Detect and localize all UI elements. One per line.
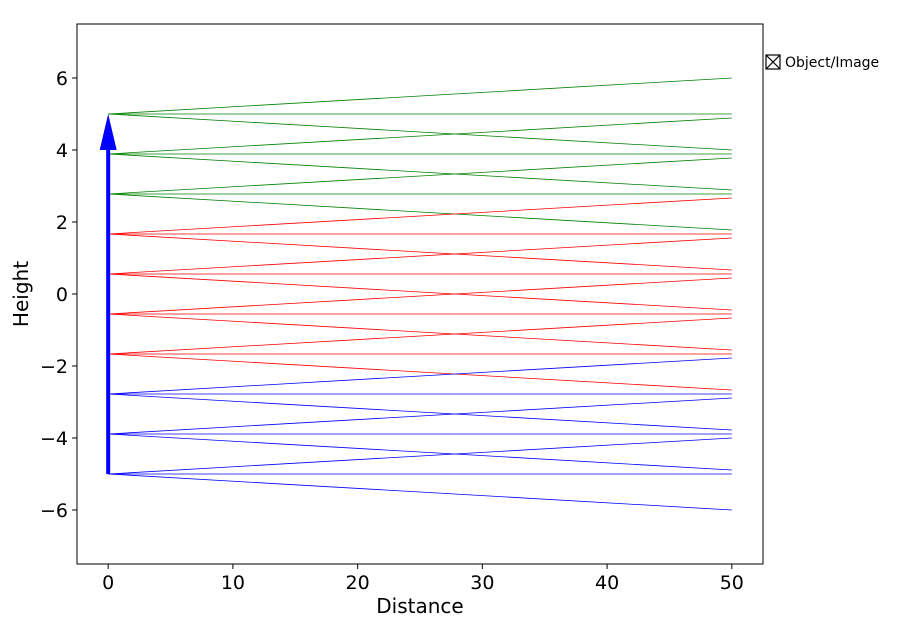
x-axis-label: Distance xyxy=(376,594,463,618)
ray-line xyxy=(108,273,732,311)
y-axis-ticks: −6 −4 −2 0 2 4 6 xyxy=(40,68,77,522)
ray-line xyxy=(108,193,732,231)
y-tick-label: −6 xyxy=(40,500,68,522)
x-tick-label: 20 xyxy=(346,572,370,594)
legend: Object/Image xyxy=(765,54,879,71)
ray-line xyxy=(108,233,732,271)
x-tick-label: 50 xyxy=(720,572,744,594)
ray-line xyxy=(108,473,732,511)
ray-line xyxy=(108,357,732,395)
rays-group xyxy=(108,77,732,511)
ray-line xyxy=(108,433,732,471)
ray-line xyxy=(108,313,732,351)
y-tick-label: 6 xyxy=(56,68,68,90)
ray-line xyxy=(108,353,732,391)
y-tick-label: 0 xyxy=(56,284,68,306)
ray-line xyxy=(108,317,732,355)
x-tick-label: 10 xyxy=(221,572,245,594)
ray-line xyxy=(108,153,732,191)
x-tick-label: 30 xyxy=(470,572,494,594)
x-tick-label: 0 xyxy=(102,572,114,594)
ray-line xyxy=(108,397,732,435)
ray-line xyxy=(108,437,732,475)
ray-line xyxy=(108,277,732,315)
ray-line xyxy=(108,117,732,155)
ray-line xyxy=(108,113,732,151)
ray-line xyxy=(108,77,732,115)
ray-line xyxy=(108,237,732,275)
x-tick-label: 40 xyxy=(595,572,619,594)
y-tick-label: −2 xyxy=(40,356,68,378)
y-tick-label: 4 xyxy=(56,140,68,162)
y-axis-label: Height xyxy=(9,261,33,327)
ray-line xyxy=(108,197,732,235)
x-axis-ticks: 0 10 20 30 40 50 xyxy=(102,564,744,594)
object-arrow-head xyxy=(99,114,117,150)
plot-area xyxy=(76,23,764,565)
y-tick-label: −4 xyxy=(40,428,68,450)
ray-line xyxy=(108,157,732,195)
legend-label: Object/Image xyxy=(785,55,879,71)
y-tick-label: 2 xyxy=(56,212,68,234)
legend-marker-icon xyxy=(765,54,781,70)
object-arrow xyxy=(99,114,117,474)
ray-line xyxy=(108,393,732,431)
